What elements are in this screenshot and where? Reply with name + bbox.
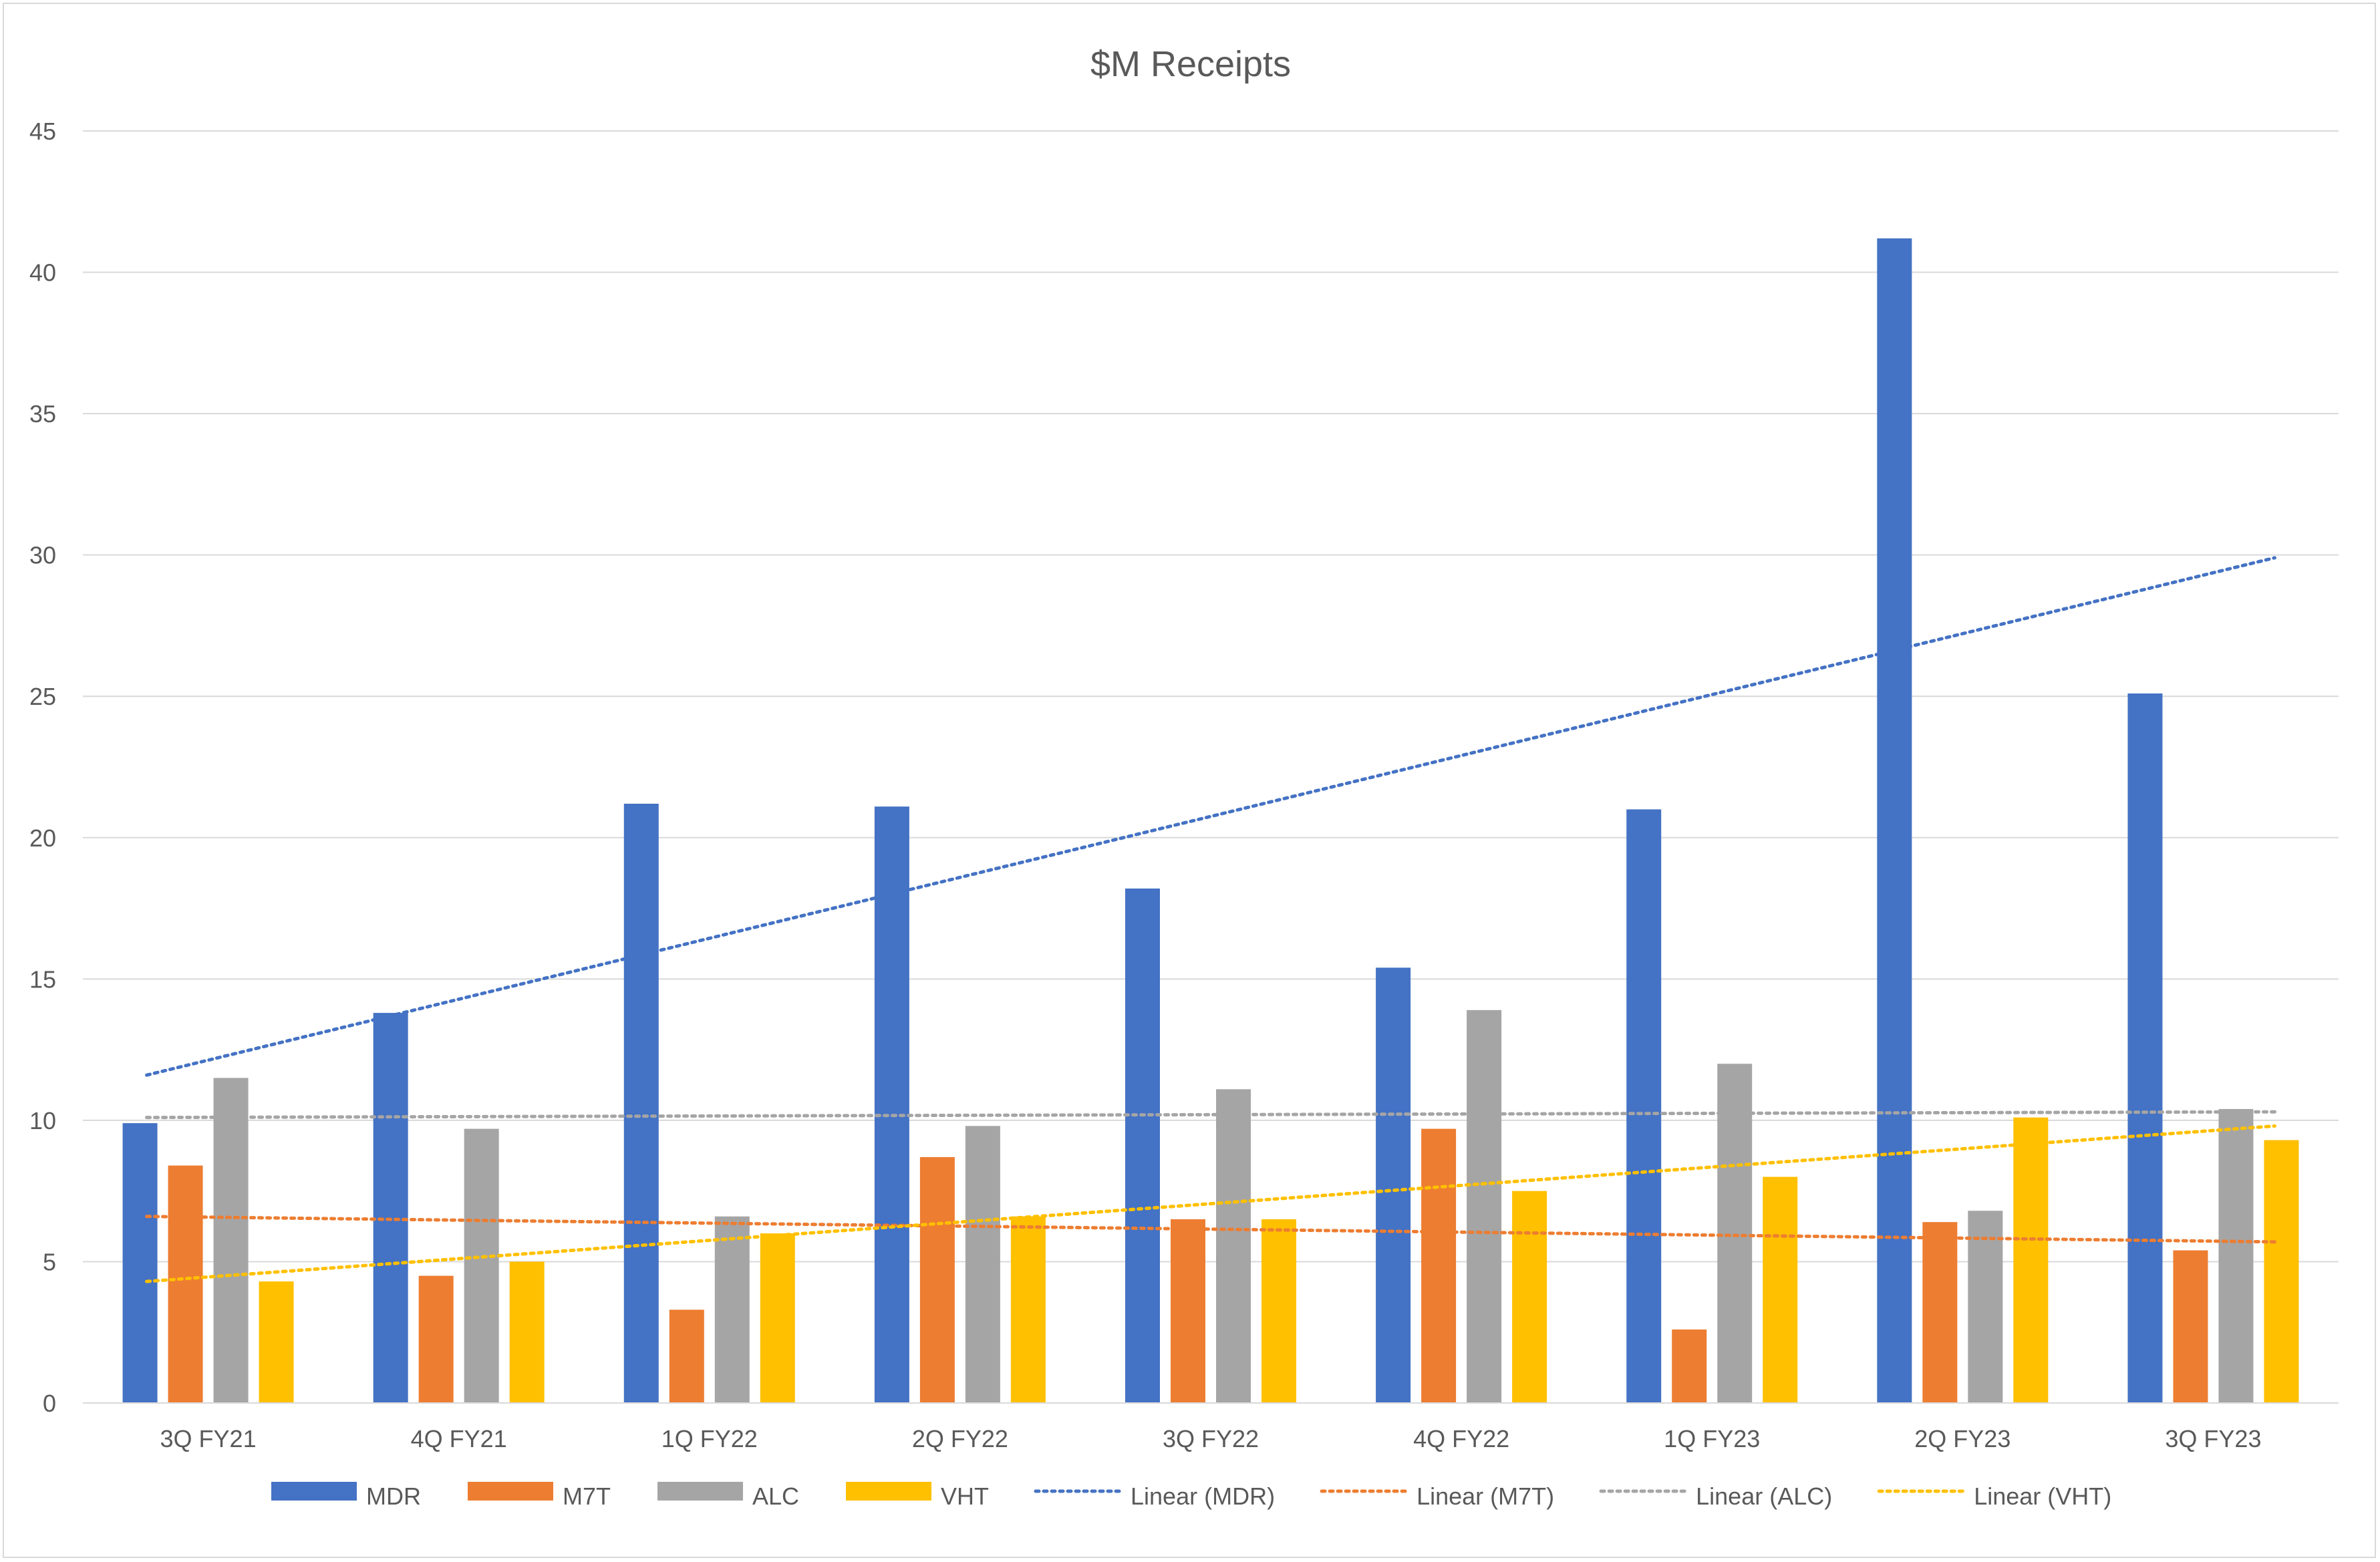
bar-vht-8 [2264, 1140, 2299, 1403]
bar-mdr-8 [2127, 693, 2163, 1403]
y-tick-label: 20 [29, 824, 56, 852]
bar-alc-4 [1216, 1089, 1251, 1403]
legend-label: M7T [563, 1482, 611, 1510]
x-tick-label: 1Q FY23 [1664, 1425, 1760, 1452]
legend-swatch-vht [846, 1482, 932, 1501]
bar-m7t-4 [1171, 1219, 1205, 1403]
bar-m7t-1 [418, 1275, 454, 1403]
bar-mdr-7 [1877, 238, 1912, 1403]
trendline-m7t [145, 1215, 2276, 1244]
bar-mdr-1 [373, 1013, 408, 1403]
bar-alc-8 [2218, 1108, 2254, 1403]
bar-mdr-6 [1626, 809, 1662, 1403]
x-axis: 3Q FY21 4Q FY21 1Q FY22 2Q FY22 3Q FY22 4Q FY… [83, 1402, 2339, 1452]
bar-alc-6 [1717, 1064, 1753, 1403]
legend-label: Linear (M7T) [1417, 1482, 1554, 1510]
bars [122, 238, 2299, 1403]
bar-mdr-3 [874, 806, 909, 1403]
bar-mdr-4 [1125, 888, 1160, 1403]
trendlines [145, 556, 2276, 1283]
y-tick-label: 40 [29, 259, 56, 287]
bar-mdr-5 [1376, 967, 1411, 1403]
trendline-mdr [145, 556, 2276, 1077]
bar-vht-7 [2013, 1117, 2049, 1403]
y-tick-label: 0 [43, 1390, 56, 1417]
bar-vht-5 [1512, 1191, 1547, 1403]
bar-vht-2 [760, 1233, 795, 1403]
legend-swatch-alc [657, 1482, 743, 1501]
legend-label: Linear (ALC) [1696, 1482, 1832, 1510]
legend-label: Linear (VHT) [1974, 1482, 2111, 1510]
x-tick-label: 1Q FY22 [661, 1425, 758, 1452]
gridlines [83, 130, 2339, 1404]
bar-m7t-7 [1922, 1222, 1958, 1403]
bar-alc-0 [213, 1078, 249, 1403]
legend-label: MDR [366, 1482, 421, 1510]
bar-m7t-6 [1672, 1329, 1707, 1403]
bar-vht-0 [259, 1281, 294, 1403]
bar-mdr-0 [122, 1123, 158, 1403]
legend-label: VHT [941, 1482, 989, 1510]
y-tick-label: 15 [29, 965, 56, 993]
x-tick-label: 3Q FY22 [1163, 1425, 1259, 1452]
bar-alc-3 [965, 1126, 1000, 1403]
receipts-chart: $M Receipts 0 5 10 15 20 25 30 35 40 45 3Q FY21 4Q… [29, 44, 2339, 1510]
bar-m7t-5 [1421, 1128, 1457, 1403]
legend: MDR M7T ALC VHT Linear (MDR) Linear (M7T) Line… [271, 1482, 2111, 1510]
bar-m7t-3 [919, 1156, 955, 1403]
x-tick-label: 3Q FY23 [2165, 1425, 2261, 1452]
legend-label: ALC [752, 1482, 799, 1510]
y-tick-label: 10 [29, 1107, 56, 1134]
bar-m7t-2 [669, 1309, 704, 1403]
y-tick-label: 5 [43, 1248, 56, 1275]
y-axis: 0 5 10 15 20 25 30 35 40 45 [29, 118, 56, 1417]
bar-vht-3 [1010, 1216, 1046, 1403]
chart-title: $M Receipts [1090, 44, 1291, 84]
bar-vht-4 [1261, 1219, 1296, 1403]
x-tick-label: 2Q FY23 [1914, 1425, 2011, 1452]
bar-alc-5 [1467, 1009, 1502, 1403]
trendline-vht [145, 1124, 2276, 1283]
x-tick-label: 2Q FY22 [912, 1425, 1008, 1452]
bar-vht-1 [509, 1261, 545, 1403]
legend-swatch-mdr [271, 1482, 357, 1501]
x-tick-label: 4Q FY21 [411, 1425, 507, 1452]
trendline-alc [145, 1110, 2276, 1120]
y-tick-label: 35 [29, 400, 56, 428]
chart-frame: $M Receipts 0 5 10 15 20 25 30 35 40 45 3Q FY21 4Q… [3, 3, 2376, 1558]
y-tick-label: 45 [29, 118, 56, 145]
bar-vht-6 [1763, 1177, 1798, 1403]
bar-m7t-0 [168, 1165, 203, 1403]
bar-m7t-8 [2173, 1250, 2208, 1403]
bar-mdr-2 [623, 804, 659, 1403]
bar-alc-2 [714, 1216, 750, 1403]
bar-alc-1 [464, 1128, 499, 1403]
y-tick-label: 25 [29, 683, 56, 710]
y-tick-label: 30 [29, 542, 56, 569]
legend-swatch-m7t [467, 1482, 553, 1501]
x-tick-label: 4Q FY22 [1413, 1425, 1509, 1452]
legend-label: Linear (MDR) [1131, 1482, 1275, 1510]
bar-alc-7 [1968, 1211, 2003, 1403]
x-tick-label: 3Q FY21 [160, 1425, 257, 1452]
